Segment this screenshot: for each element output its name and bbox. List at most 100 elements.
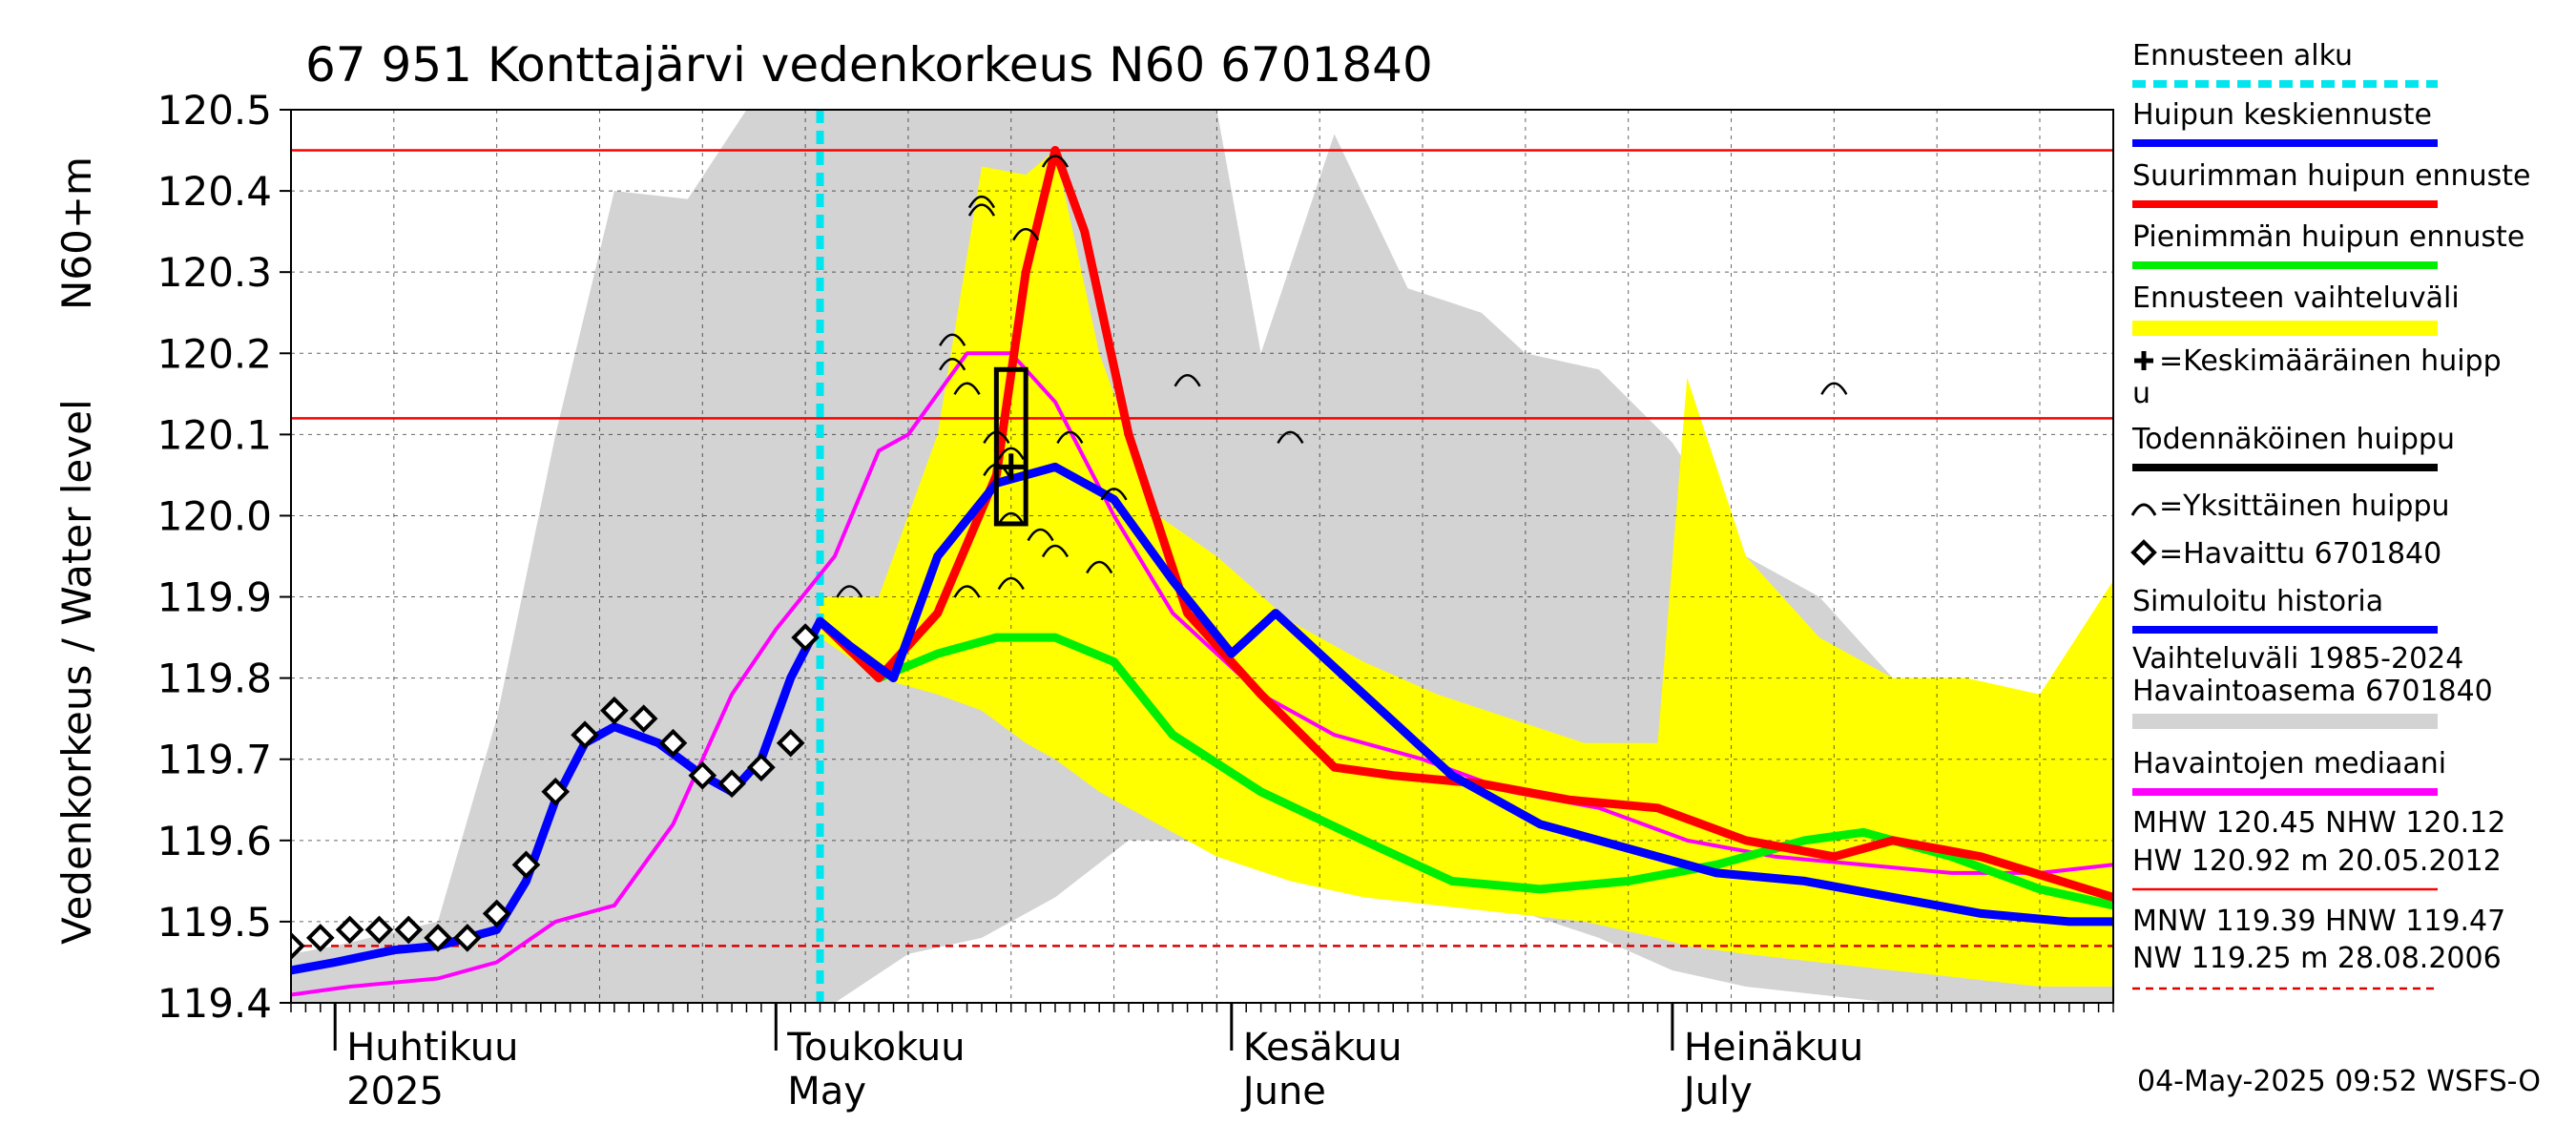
legend-label: Pienimmän huipun ennuste (2132, 220, 2524, 254)
single-peak-marker (1100, 488, 1128, 501)
single-peak-marker (953, 382, 981, 395)
legend-label: Huipun keskiennuste (2132, 98, 2432, 132)
single-peak-marker (1056, 430, 1084, 444)
single-peak-marker (983, 463, 1010, 477)
x-month-label: Heinäkuu (1684, 1026, 1863, 1070)
observed-marker (658, 728, 688, 758)
single-peak-marker (1012, 227, 1040, 241)
observed-marker (791, 623, 820, 652)
observed-marker (482, 899, 511, 928)
single-peak-marker (1086, 560, 1113, 574)
single-peak-marker (1174, 374, 1201, 387)
legend: Ennusteen alku Huipun keskiennuste Suurimm… (2130, 39, 2530, 990)
observed-marker (364, 915, 394, 945)
single-peak-marker (1820, 382, 1848, 395)
grid-lines (291, 110, 2113, 1003)
y-tick-label: 119.9 (157, 574, 272, 621)
single-peak-marker (997, 576, 1025, 591)
single-peak-marker (1027, 528, 1054, 542)
legend-stats-high: MHW 120.45 NHW 120.12 (2132, 806, 2505, 840)
observed-marker (305, 924, 335, 952)
single-peak-marker (939, 333, 966, 346)
observed-markers (291, 623, 820, 961)
y-tick-label: 120.5 (157, 87, 272, 134)
x-month-label: Kesäkuu (1243, 1026, 1402, 1070)
observed-marker (600, 696, 629, 725)
y-tick-label: 119.8 (157, 656, 272, 702)
single-peak-marker (1041, 544, 1070, 558)
legend-label: Simuloitu historia (2132, 585, 2383, 618)
y-tick-label: 120.3 (157, 249, 272, 296)
single-peak-marker (939, 358, 966, 371)
x-month-label: Huhtikuu (346, 1026, 518, 1070)
forecast-range-band (820, 150, 2113, 987)
observed-marker (291, 931, 305, 961)
series-lines (291, 110, 2113, 1003)
observed-marker (688, 760, 717, 790)
legend-label: Todennäköinen huippu (2131, 423, 2455, 456)
observed-marker (717, 769, 746, 799)
legend-label: =Yksittäinen huippu (2159, 489, 2450, 523)
chart-title: 67 951 Konttajärvi vedenkorkeus N60 6701… (305, 37, 1433, 93)
y-axis: 120.5 120.4 120.3 120.2 120.1 120.0 119.9 119.8… (157, 87, 291, 1027)
legend-label-continued: Havaintoasema 6701840 (2132, 675, 2493, 708)
probable-peak-box (993, 366, 1028, 527)
y-tick-label: 119.4 (157, 980, 272, 1027)
legend-label: =Keskimääräinen huipp (2159, 344, 2502, 378)
y-tick-label: 120.2 (157, 330, 272, 377)
legend-stats-low: MNW 119.39 HNW 119.47 (2132, 905, 2505, 938)
single-peak-marker (967, 195, 996, 209)
legend-label: Vaihteluväli 1985-2024 (2132, 642, 2463, 676)
observed-marker (335, 915, 364, 945)
legend-stats-low: NW 119.25 m 28.08.2006 (2132, 942, 2502, 975)
legend-mean-peak-icon (2134, 351, 2153, 370)
legend-swatch-band (2132, 714, 2438, 729)
observed-marker (571, 720, 599, 750)
legend-stats-high: HW 120.92 m 20.05.2012 (2132, 844, 2502, 878)
y-tick-label: 119.6 (157, 818, 272, 864)
legend-label: Ennusteen alku (2132, 39, 2353, 73)
y-tick-label: 119.5 (157, 899, 272, 946)
observed-marker (776, 728, 805, 758)
single-peak-marker (997, 511, 1025, 526)
legend-label: Ennusteen vaihteluväli (2132, 281, 2460, 315)
single-peak-marker (836, 585, 863, 598)
single-peak-marker (1277, 430, 1304, 444)
y-tick-label: 120.1 (157, 411, 272, 458)
x-month-sublabel: July (1681, 1070, 1753, 1114)
x-month-sublabel: May (787, 1070, 866, 1114)
series-line-suurimman-huipun-ennuste (816, 146, 2113, 902)
x-month-sublabel: June (1240, 1070, 1326, 1114)
single-peak-marker (953, 585, 981, 598)
footer-timestamp: 04-May-2025 09:52 WSFS-O (2137, 1065, 2541, 1098)
y-axis-label: Vedenkorkeus / Water level (53, 399, 100, 945)
observed-marker (453, 924, 482, 952)
y-tick-label: 120.0 (157, 492, 272, 539)
legend-single-peak-icon (2130, 503, 2157, 516)
y-tick-label: 120.4 (157, 168, 272, 215)
series-line-pienimm-n-huipun-ennuste (816, 616, 2113, 910)
x-month-sublabel: 2025 (346, 1070, 444, 1114)
series-line-havaintojen-mediaani (291, 351, 2113, 997)
peak-markers (836, 155, 1848, 598)
reference-lines (291, 149, 2113, 947)
legend-swatch-band (2132, 321, 2438, 336)
series-line-simuloitu-historia (291, 616, 824, 975)
observed-marker (629, 704, 658, 734)
legend-label: Havaintojen mediaani (2132, 747, 2446, 781)
y-axis-unit-label: N60+m (53, 156, 100, 310)
x-month-label: Toukokuu (786, 1026, 965, 1070)
observed-marker (747, 753, 776, 782)
observed-marker (541, 777, 571, 806)
legend-label-continued: u (2132, 377, 2150, 410)
single-peak-marker (967, 203, 996, 217)
series-line-huipun-keskiennuste (816, 462, 2113, 926)
single-peak-marker (1041, 155, 1070, 168)
plot-area (291, 110, 2113, 1003)
observed-marker (394, 915, 424, 945)
legend-label: Suurimman huipun ennuste (2132, 159, 2530, 193)
observed-marker (511, 850, 541, 880)
single-peak-marker (983, 430, 1010, 444)
